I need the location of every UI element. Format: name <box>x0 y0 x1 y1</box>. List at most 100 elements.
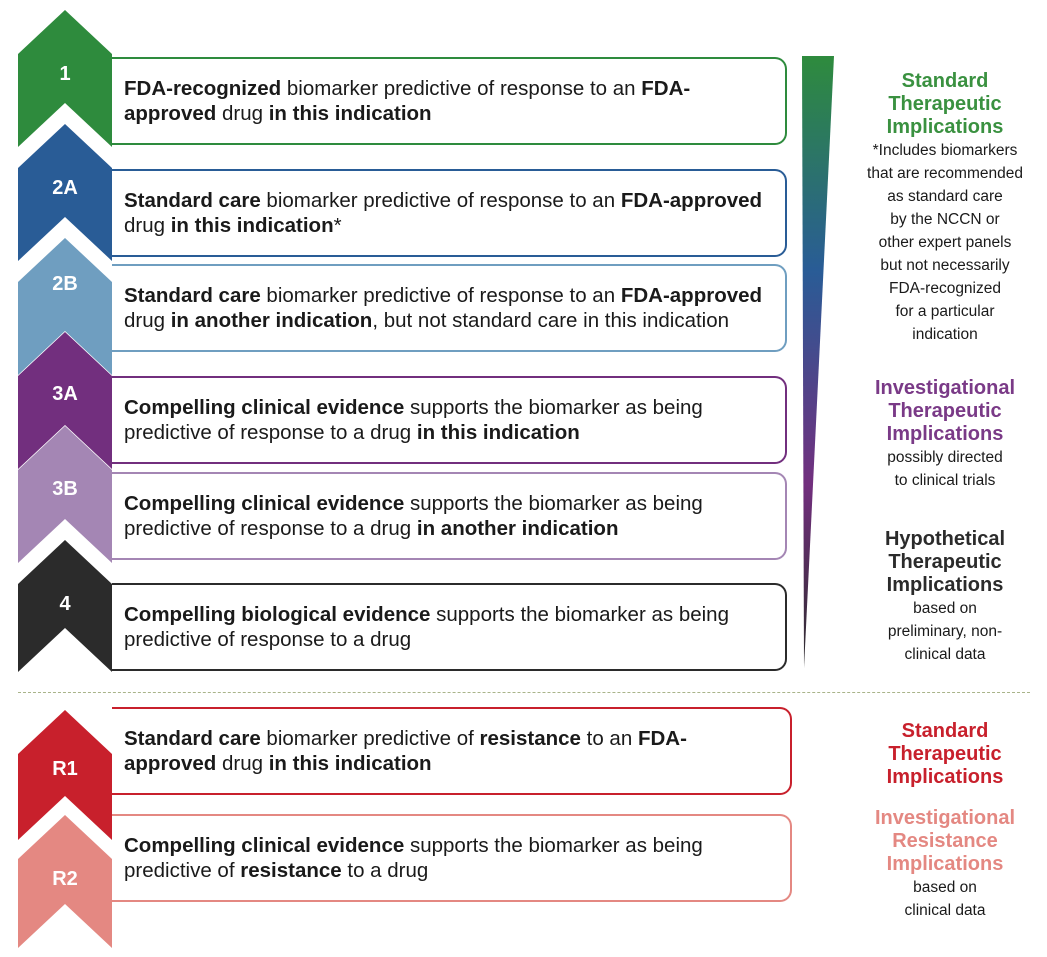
implication-label: Investigational Resistance Implications bas… <box>845 807 1045 922</box>
implication-note: FDA-recognized <box>889 280 1001 297</box>
level-description-box: Standard care biomarker predictive of re… <box>112 264 787 352</box>
implication-label: Standard Therapeutic Implications *Includes… <box>845 70 1045 346</box>
description-bold-segment: in this indication <box>170 214 334 237</box>
description-segment: to an <box>580 727 638 750</box>
chevron-level-3a <box>18 332 112 469</box>
chevron-level-4 <box>18 540 112 672</box>
description-bold-segment: FDA-recognized <box>124 77 282 100</box>
level-description: FDA-recognized biomarker predictive of r… <box>124 76 769 126</box>
description-segment: drug <box>216 102 269 125</box>
chevron-level-2a <box>18 124 112 261</box>
implication-label: Investigational Therapeutic Implications po… <box>845 377 1045 492</box>
implication-heading: Standard <box>901 70 989 92</box>
description-segment: , but not standard care in this indicati… <box>372 309 730 332</box>
implication-note: that are recommended <box>867 165 1023 182</box>
implication-heading: Implications <box>886 574 1004 596</box>
implication-heading: Therapeutic <box>888 400 1002 422</box>
description-bold-segment: in another indication <box>170 309 373 332</box>
description-bold-segment: Compelling biological evidence <box>124 603 431 626</box>
implication-note: to clinical trials <box>894 472 996 489</box>
level-description-box: Compelling biological evidence supports … <box>112 583 787 671</box>
description-segment: to a drug <box>341 859 429 882</box>
implication-label: Standard Therapeutic Implications <box>845 720 1045 789</box>
level-label: 4 <box>59 593 71 615</box>
implication-heading: Resistance <box>892 830 998 852</box>
description-segment: biomarker predictive of response to an <box>260 284 621 307</box>
implication-note: indication <box>912 326 978 343</box>
description-segment: * <box>333 214 342 237</box>
implication-heading: Therapeutic <box>888 551 1002 573</box>
description-bold-segment: Compelling clinical evidence <box>124 396 405 419</box>
level-description: Standard care biomarker predictive of re… <box>124 188 769 238</box>
description-bold-segment: FDA-approved <box>620 189 763 212</box>
description-bold-segment: resistance <box>479 727 581 750</box>
implication-heading: Implications <box>886 853 1004 875</box>
chevron-level-3b <box>18 426 112 563</box>
description-segment: supports the biomarker as being predicti… <box>124 396 703 444</box>
level-description-box: Standard care biomarker predictive of re… <box>112 169 787 257</box>
chevron-level-2b <box>18 238 112 375</box>
implication-heading: Investigational <box>874 377 1016 399</box>
implication-note: for a particular <box>895 303 995 320</box>
description-segment: drug <box>124 214 171 237</box>
level-description: Standard care biomarker predictive of re… <box>124 726 774 776</box>
implication-note: clinical data <box>904 902 986 919</box>
level-description: Compelling clinical evidence supports th… <box>124 395 769 445</box>
implication-heading: Implications <box>886 766 1004 788</box>
implication-note: preliminary, non- <box>887 623 1003 640</box>
level-description-box: Compelling clinical evidence supports th… <box>112 814 792 902</box>
implication-label: Hypothetical Therapeutic Implications based… <box>845 528 1045 666</box>
implication-heading: Therapeutic <box>888 743 1002 765</box>
level-description: Compelling biological evidence supports … <box>124 602 769 652</box>
implication-note: *Includes biomarkers <box>872 142 1018 159</box>
description-segment: biomarker predictive of response to an <box>281 77 642 100</box>
level-description: Standard care biomarker predictive of re… <box>124 283 769 333</box>
description-bold-segment: in this indication <box>416 421 580 444</box>
implication-heading: Therapeutic <box>888 93 1002 115</box>
section-divider <box>18 692 1030 693</box>
description-bold-segment: in another indication <box>416 517 619 540</box>
description-segment: drug <box>216 752 269 775</box>
implication-note: other expert panels <box>878 234 1012 251</box>
level-label: 3A <box>52 383 78 405</box>
description-bold-segment: in this indication <box>268 102 432 125</box>
description-segment: supports the biomarker as being predicti… <box>124 603 729 651</box>
implication-note: but not necessarily <box>880 257 1010 274</box>
description-bold-segment: Compelling clinical evidence <box>124 834 405 857</box>
description-segment: biomarker predictive of <box>260 727 480 750</box>
implication-note: based on <box>913 600 977 617</box>
description-bold-segment: FDA-approved <box>124 727 687 775</box>
implication-heading: Investigational <box>874 807 1016 829</box>
implication-note: as standard care <box>887 188 1003 205</box>
level-label: 3B <box>52 478 78 500</box>
chevron-level-r2 <box>18 815 112 948</box>
implication-heading: Implications <box>886 423 1004 445</box>
level-description: Compelling clinical evidence supports th… <box>124 833 774 883</box>
description-bold-segment: FDA-approved <box>124 77 691 125</box>
description-bold-segment: Standard care <box>124 727 261 750</box>
implication-heading: Hypothetical <box>884 528 1006 550</box>
implication-heading: Implications <box>886 116 1004 138</box>
implication-note: by the NCCN or <box>890 211 1000 228</box>
level-description-box: Compelling clinical evidence supports th… <box>112 376 787 464</box>
chevron-level-1 <box>18 10 112 147</box>
description-segment: supports the biomarker as being predicti… <box>124 834 703 882</box>
description-bold-segment: FDA-approved <box>620 284 763 307</box>
evidence-gradient-wedge <box>802 56 834 668</box>
chevron-level-r1 <box>18 710 112 840</box>
description-bold-segment: in this indication <box>268 752 432 775</box>
description-segment: drug <box>124 309 171 332</box>
level-label: 1 <box>59 63 71 85</box>
level-description: Compelling clinical evidence supports th… <box>124 491 769 541</box>
description-bold-segment: Standard care <box>124 284 261 307</box>
level-description-box: Standard care biomarker predictive of re… <box>112 707 792 795</box>
level-label: R1 <box>52 758 78 780</box>
level-label: 2A <box>52 177 78 199</box>
level-label: R2 <box>52 868 78 890</box>
description-bold-segment: Compelling clinical evidence <box>124 492 405 515</box>
implication-note: possibly directed <box>887 449 1003 466</box>
implication-note: clinical data <box>904 646 986 663</box>
level-description-box: FDA-recognized biomarker predictive of r… <box>112 57 787 145</box>
description-segment: supports the biomarker as being predicti… <box>124 492 703 540</box>
